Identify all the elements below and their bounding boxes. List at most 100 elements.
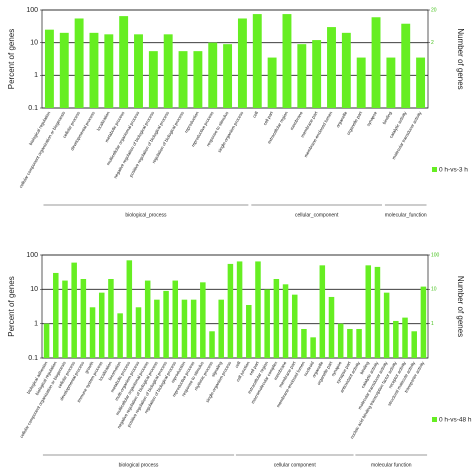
x-tick-label: synapse	[366, 110, 379, 127]
bar	[193, 51, 203, 108]
y-tick-label: 10	[30, 286, 38, 293]
bar	[312, 40, 322, 108]
y-tick-label: 100	[26, 252, 38, 259]
x-tick-label: binding	[381, 110, 393, 125]
bar	[374, 266, 381, 358]
x-tick-label: reproduction	[183, 110, 200, 134]
y2-tick-label: 1	[431, 321, 434, 327]
bar	[401, 23, 411, 109]
bar	[154, 299, 160, 358]
bar	[163, 34, 173, 108]
bar	[267, 57, 277, 108]
x-tick-label: membrane-enclosed lumen	[303, 110, 334, 158]
legend-label: 0 h-vs-48 h	[439, 417, 472, 424]
bar	[163, 290, 169, 358]
bar	[181, 299, 188, 358]
y-axis-title: Percent of genes	[7, 29, 16, 89]
x-tick-label: cell part	[262, 110, 274, 126]
x-tick-label: molecular transducer activity	[391, 110, 423, 160]
bar	[319, 265, 326, 358]
bar	[356, 328, 362, 358]
y2-axis-title: Number of genes	[456, 28, 465, 89]
bar	[104, 34, 114, 108]
bar	[144, 280, 151, 358]
plot-frame	[41, 9, 429, 109]
x-tick-label: membrane	[289, 110, 304, 131]
bar	[74, 18, 84, 109]
x-tick-label: regulation of biological process	[151, 111, 185, 165]
bar	[356, 57, 366, 108]
y2-tick-label: 20	[431, 7, 437, 13]
bar	[148, 51, 158, 108]
x-tick-label: binding	[359, 360, 371, 375]
group-label: molecular function	[371, 462, 412, 468]
y2-tick-label: 2	[431, 40, 434, 46]
bar	[208, 42, 218, 108]
legend-swatch	[432, 167, 437, 172]
bar	[89, 307, 96, 358]
y-tick-label: 0.1	[28, 355, 38, 362]
bar	[411, 331, 417, 358]
bar	[347, 328, 353, 358]
bar	[119, 16, 129, 109]
bar	[383, 292, 390, 358]
bar	[297, 44, 307, 108]
x-tick-label: cell	[234, 361, 242, 369]
bar	[108, 278, 114, 358]
bar	[420, 286, 427, 358]
bar	[62, 280, 68, 358]
bar	[371, 17, 381, 109]
bar	[386, 57, 396, 108]
bar	[59, 32, 69, 108]
bar	[282, 284, 289, 358]
y-tick-label: 10	[30, 40, 38, 47]
bar	[327, 27, 336, 109]
bar	[44, 29, 54, 108]
group-label: cellular component	[274, 462, 317, 468]
bar	[282, 14, 292, 109]
x-tick-label: localization	[96, 110, 111, 131]
bar	[310, 337, 316, 358]
group-label: molecular_function	[385, 212, 427, 218]
y-tick-label: 1	[34, 321, 38, 328]
bar	[200, 282, 206, 358]
bar	[209, 331, 215, 358]
bar	[402, 317, 408, 358]
bar	[134, 34, 143, 108]
bar	[218, 299, 224, 358]
group-label: biological_process	[125, 212, 167, 218]
bar	[190, 299, 197, 358]
bar	[264, 289, 270, 358]
y2-tick-label: 100	[431, 252, 440, 258]
bar	[341, 32, 351, 108]
bar	[135, 307, 142, 358]
bar	[223, 44, 233, 108]
group-label: biological process	[119, 462, 159, 468]
x-tick-label: growth	[84, 360, 95, 374]
bar	[126, 260, 133, 358]
bar	[291, 294, 298, 358]
bar	[393, 320, 399, 358]
y2-axis-title: Number of genes	[456, 276, 465, 337]
bar	[172, 280, 179, 358]
x-tick-label: cell	[252, 111, 260, 119]
legend-swatch	[432, 417, 437, 422]
bar	[178, 51, 188, 108]
bar	[273, 278, 280, 358]
y-axis-title: Percent of genes	[7, 276, 16, 336]
y2-tick-label: 10	[431, 287, 437, 293]
bar	[98, 292, 105, 358]
bar	[328, 296, 335, 358]
bar	[236, 261, 243, 358]
bar	[255, 261, 261, 358]
group-label: cellular_component	[295, 212, 339, 218]
bar	[80, 278, 87, 358]
bar	[416, 57, 426, 108]
y-tick-label: 1	[34, 72, 38, 79]
bar	[43, 323, 50, 358]
bar	[71, 262, 77, 358]
bar	[252, 14, 262, 109]
bar	[227, 263, 234, 358]
y-tick-label: 0.1	[28, 105, 38, 112]
